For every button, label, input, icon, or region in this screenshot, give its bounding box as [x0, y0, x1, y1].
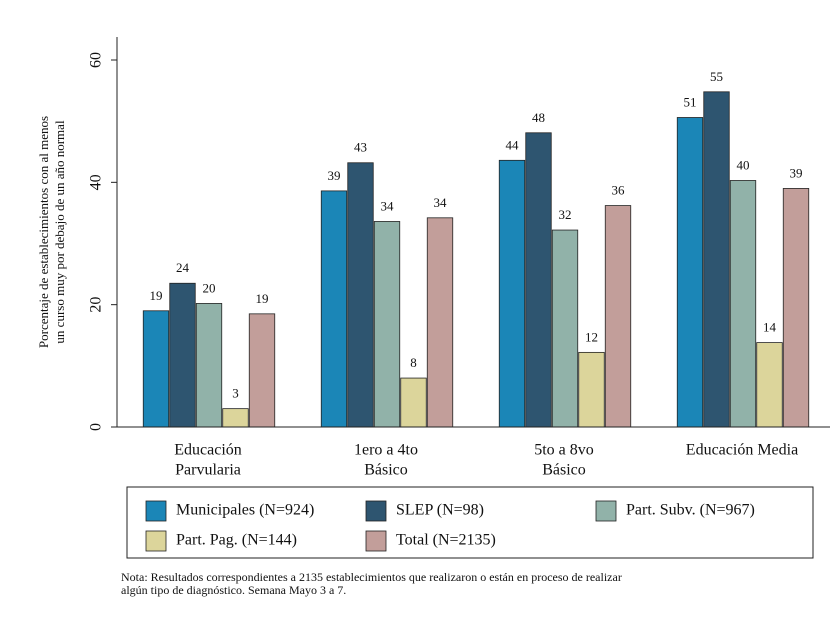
x-tick-label: Educación Media — [686, 442, 798, 459]
y-tick-label: 40 — [88, 174, 105, 190]
x-tick-label: 5to a 8vo — [534, 442, 594, 459]
y-tick-label: 0 — [88, 423, 105, 431]
legend-label: Part. Subv. (N=967) — [626, 502, 755, 519]
value-label: 8 — [410, 355, 417, 370]
value-label: 44 — [506, 137, 520, 152]
value-label: 34 — [434, 195, 448, 210]
y-tick-label: 60 — [88, 52, 105, 68]
bar — [169, 282, 196, 428]
bar — [142, 310, 170, 428]
bar — [782, 188, 810, 428]
bar — [729, 180, 757, 428]
bar — [525, 132, 552, 428]
bar — [426, 217, 454, 428]
bar — [320, 190, 348, 428]
value-label: 24 — [176, 260, 190, 275]
value-label: 19 — [256, 291, 269, 306]
value-label: 39 — [790, 165, 803, 180]
x-tick-label: 1ero a 4to — [354, 442, 418, 459]
legend-label: Total (N=2135) — [396, 532, 496, 549]
bar — [222, 408, 249, 428]
y-tick-label: 20 — [88, 297, 105, 313]
x-tick-label: Básico — [364, 462, 408, 479]
value-label: 34 — [381, 198, 395, 213]
value-label: 55 — [710, 69, 723, 84]
value-label: 39 — [328, 168, 341, 183]
y-axis-label: un curso muy por debajo de un año normal — [52, 120, 67, 344]
bar — [703, 91, 730, 428]
bar — [347, 162, 374, 428]
y-axis-label: Porcentaje de establecimientos con al me… — [36, 116, 51, 348]
legend-swatch — [145, 530, 167, 552]
x-tick-label: Parvularia — [175, 462, 241, 479]
value-label: 19 — [150, 288, 163, 303]
bar — [551, 229, 579, 428]
legend-swatch — [365, 500, 387, 522]
x-tick-label: Educación — [174, 442, 242, 459]
bar — [400, 377, 427, 428]
bar — [604, 205, 632, 428]
legend-box — [126, 486, 814, 559]
value-label: 43 — [354, 140, 367, 155]
bar — [195, 303, 223, 428]
value-label: 20 — [203, 280, 216, 295]
legend-swatch — [365, 530, 387, 552]
bar — [578, 351, 605, 428]
note: Nota: Resultados correspondientes a 2135… — [121, 570, 622, 584]
value-label: 32 — [559, 207, 572, 222]
value-label: 3 — [232, 386, 239, 401]
legend-label: Municipales (N=924) — [176, 502, 314, 519]
legend-label: Part. Pag. (N=144) — [176, 532, 297, 549]
value-label: 40 — [737, 157, 750, 172]
legend-label: SLEP (N=98) — [396, 502, 484, 519]
bar — [756, 342, 783, 428]
bar — [373, 221, 401, 428]
value-label: 14 — [763, 320, 777, 335]
bar — [248, 313, 276, 428]
bar — [498, 159, 526, 428]
value-label: 48 — [532, 110, 545, 125]
x-tick-label: Básico — [542, 462, 586, 479]
legend-swatch — [595, 500, 617, 522]
value-label: 12 — [585, 329, 598, 344]
legend-swatch — [145, 500, 167, 522]
note: algún tipo de diagnóstico. Semana Mayo 3… — [121, 583, 346, 597]
value-label: 36 — [612, 183, 626, 198]
value-label: 51 — [684, 94, 697, 109]
bar — [676, 117, 704, 428]
